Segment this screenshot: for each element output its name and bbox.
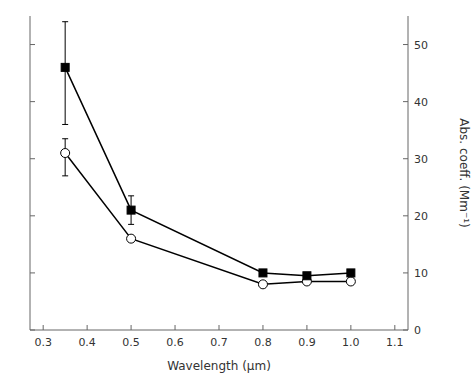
x-tick-label: 1.0 xyxy=(342,336,360,349)
y-axis-line xyxy=(408,16,409,330)
y-tick-label: 0 xyxy=(414,324,421,337)
error-bar-cap xyxy=(62,124,68,125)
x-tick-label: 0.4 xyxy=(78,336,96,349)
x-tick xyxy=(219,325,220,330)
plot-area xyxy=(61,22,356,289)
x-tick-label: 0.9 xyxy=(298,336,316,349)
series-line xyxy=(65,153,351,284)
y-tick-label: 10 xyxy=(414,267,428,280)
point xyxy=(258,280,267,289)
x-tick-label: 0.7 xyxy=(210,336,228,349)
x-tick-label: 0.3 xyxy=(34,336,52,349)
error-bar-cap xyxy=(128,224,134,225)
error-bar-cap xyxy=(128,195,134,196)
x-tick xyxy=(87,325,88,330)
point xyxy=(347,269,355,277)
y-tick xyxy=(403,44,408,45)
left-y-tick xyxy=(30,272,35,273)
y-tick xyxy=(403,330,408,331)
x-tick xyxy=(43,325,44,330)
y-tick-label: 50 xyxy=(414,39,428,52)
y-tick xyxy=(403,215,408,216)
point xyxy=(61,149,70,158)
series xyxy=(61,139,356,289)
x-tick-label: 0.5 xyxy=(122,336,140,349)
x-axis-title: Wavelength (μm) xyxy=(167,359,271,373)
point xyxy=(61,63,69,71)
error-bar-cap xyxy=(62,175,68,176)
left-axis-line xyxy=(30,16,31,330)
x-tick-label: 0.8 xyxy=(254,336,272,349)
left-y-tick xyxy=(30,101,35,102)
x-tick xyxy=(306,325,307,330)
x-tick-label: 1.1 xyxy=(386,336,404,349)
x-tick xyxy=(394,325,395,330)
error-bar-stem xyxy=(65,22,66,125)
series-line xyxy=(65,67,351,275)
y-tick-label: 30 xyxy=(414,153,428,166)
axes: 0.3 0.4 0.5 0.6 0.7 0.8 0.9 1.0 1.1 0 10 20 30 40 50 xyxy=(30,16,428,349)
x-tick-label: 0.6 xyxy=(166,336,184,349)
y-axis-title: Abs. coeff. (Mm⁻¹) xyxy=(457,118,471,227)
y-tick-label: 20 xyxy=(414,210,428,223)
x-tick xyxy=(350,325,351,330)
error-bar-cap xyxy=(62,138,68,139)
left-y-tick xyxy=(30,158,35,159)
chart: 0.3 0.4 0.5 0.6 0.7 0.8 0.9 1.0 1.1 0 10 20 30 40 50 Wa… xyxy=(0,0,474,382)
point xyxy=(259,269,267,277)
point xyxy=(127,206,135,214)
y-tick-label: 40 xyxy=(414,96,428,109)
y-tick xyxy=(403,272,408,273)
x-tick xyxy=(262,325,263,330)
y-tick xyxy=(403,101,408,102)
error-bar xyxy=(62,22,68,125)
left-y-tick xyxy=(30,215,35,216)
x-tick xyxy=(131,325,132,330)
point xyxy=(303,272,311,280)
point xyxy=(127,234,136,243)
series xyxy=(61,22,355,280)
left-y-tick xyxy=(30,330,35,331)
y-tick xyxy=(403,158,408,159)
point xyxy=(346,277,355,286)
x-tick xyxy=(175,325,176,330)
error-bar-cap xyxy=(62,21,68,22)
error-bar xyxy=(128,196,134,225)
left-y-tick xyxy=(30,44,35,45)
